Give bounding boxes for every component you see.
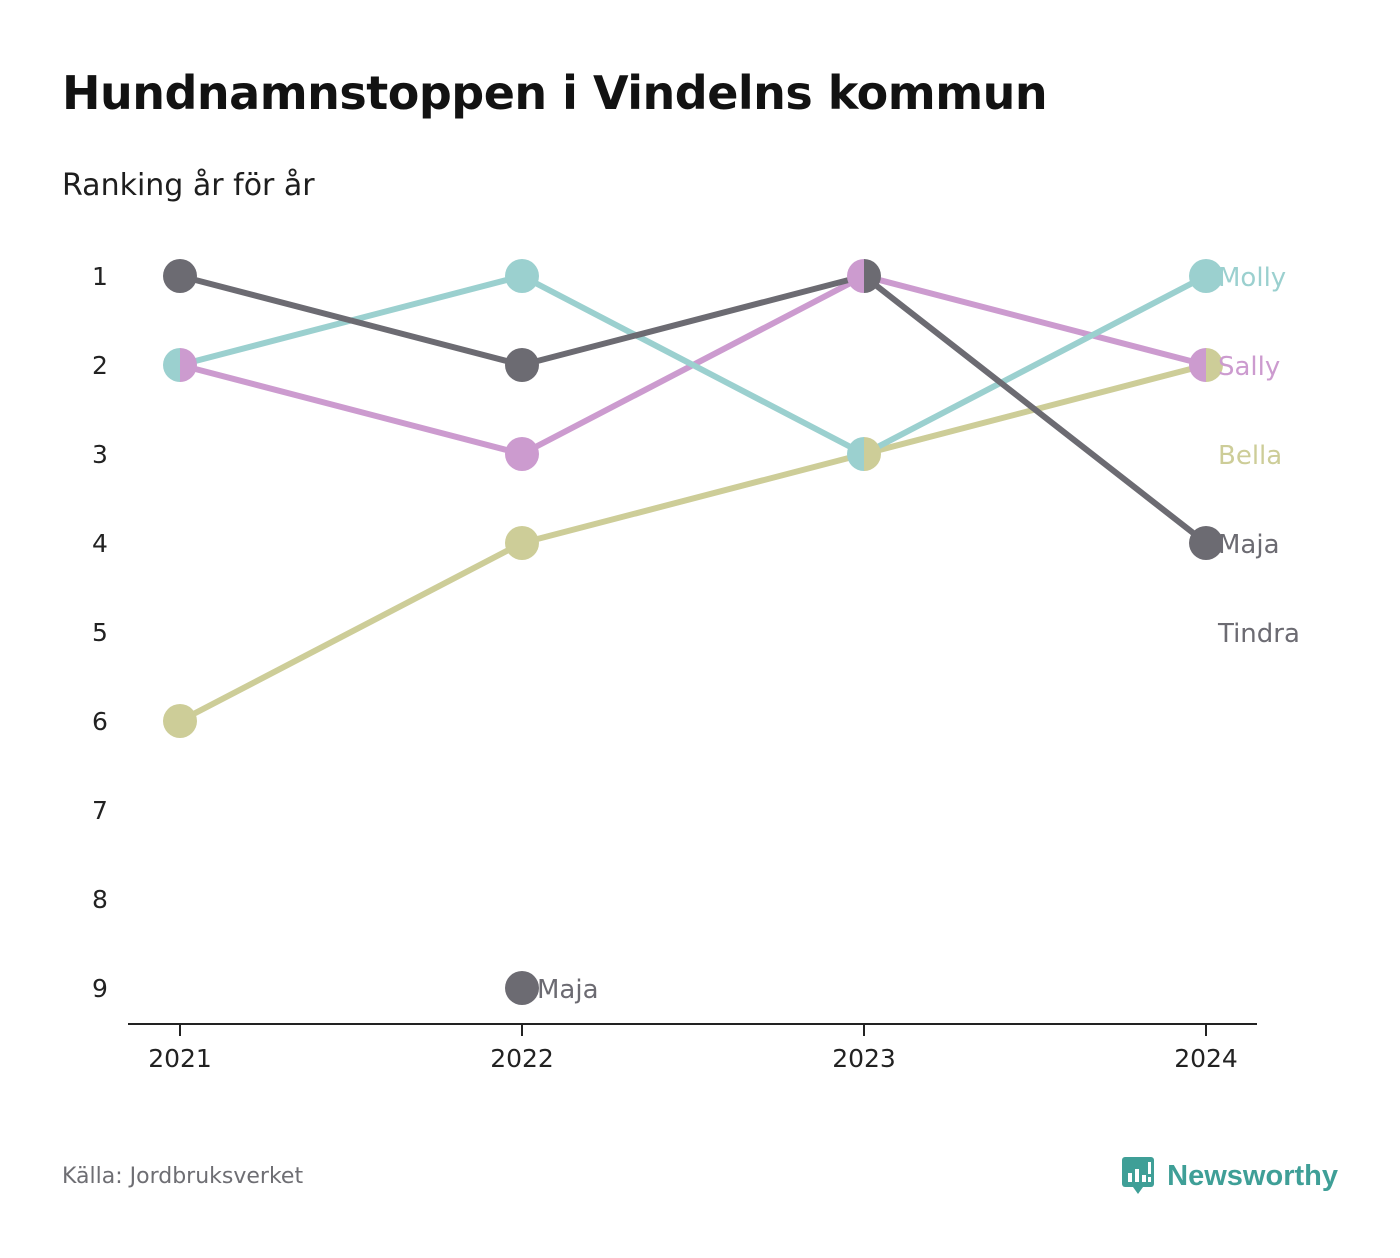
y-tick-label: 8	[92, 885, 108, 914]
chart-subtitle: Ranking år för år	[62, 168, 315, 203]
newsworthy-logo-icon	[1122, 1157, 1155, 1194]
end-label-maja: Maja	[1218, 530, 1280, 560]
point-maja-2024	[1189, 526, 1223, 560]
series-end-labels: Maja Molly Sally Bella Tindra	[1217, 263, 1300, 649]
x-tick-label: 2021	[148, 1044, 212, 1073]
point-maja-2023	[864, 259, 881, 293]
y-tick-label: 1	[92, 262, 108, 291]
end-label-sally: Sally	[1218, 352, 1280, 382]
point-molly-2022	[505, 259, 539, 293]
annotation-label: Maja	[537, 975, 599, 1005]
point-maja-2022	[505, 348, 539, 382]
point-bella-2021	[163, 704, 197, 738]
series-line-maja	[177, 273, 1209, 546]
series-line-bella	[177, 362, 1209, 724]
annotation-point	[505, 971, 539, 1005]
point-bella-2022	[505, 526, 539, 560]
y-tick-label: 2	[92, 351, 108, 380]
point-sally-2021	[180, 348, 197, 382]
point-sally-2024	[1189, 348, 1206, 382]
y-axis-ticks: 1 2 3 4 5 6 7 8 9	[92, 262, 108, 1003]
point-sally-2023	[847, 259, 864, 293]
series-line-molly	[177, 273, 1209, 457]
y-tick-label: 3	[92, 440, 108, 469]
point-molly-2024	[1189, 259, 1223, 293]
x-tick-label: 2023	[832, 1044, 896, 1073]
end-label-molly: Molly	[1218, 263, 1286, 293]
point-sally-2022	[505, 437, 539, 471]
chart-title: Hundnamnstoppen i Vindelns kommun	[62, 66, 1048, 120]
x-axis: 2021 2022 2023 2024	[128, 1023, 1257, 1073]
y-tick-label: 9	[92, 974, 108, 1003]
series-points	[163, 259, 1223, 738]
point-molly-2021	[163, 348, 180, 382]
brand-name: Newsworthy	[1167, 1159, 1338, 1192]
y-tick-label: 4	[92, 529, 108, 558]
brand-logo[interactable]: Newsworthy	[1121, 1156, 1338, 1196]
point-molly-2023	[847, 437, 864, 471]
chart-annotations: Maja	[505, 971, 599, 1005]
y-tick-label: 6	[92, 707, 108, 736]
x-tick-label: 2024	[1174, 1044, 1238, 1073]
point-maja-2021	[163, 259, 197, 293]
source-note: Källa: Jordbruksverket	[62, 1164, 304, 1189]
x-tick-label: 2022	[490, 1044, 554, 1073]
y-tick-label: 7	[92, 796, 108, 825]
end-label-bella: Bella	[1218, 441, 1282, 471]
series-lines	[177, 273, 1209, 724]
point-bella-2023	[864, 437, 881, 471]
y-tick-label: 5	[92, 618, 108, 647]
point-bella-2024	[1206, 348, 1223, 382]
end-label-tindra: Tindra	[1217, 619, 1300, 649]
